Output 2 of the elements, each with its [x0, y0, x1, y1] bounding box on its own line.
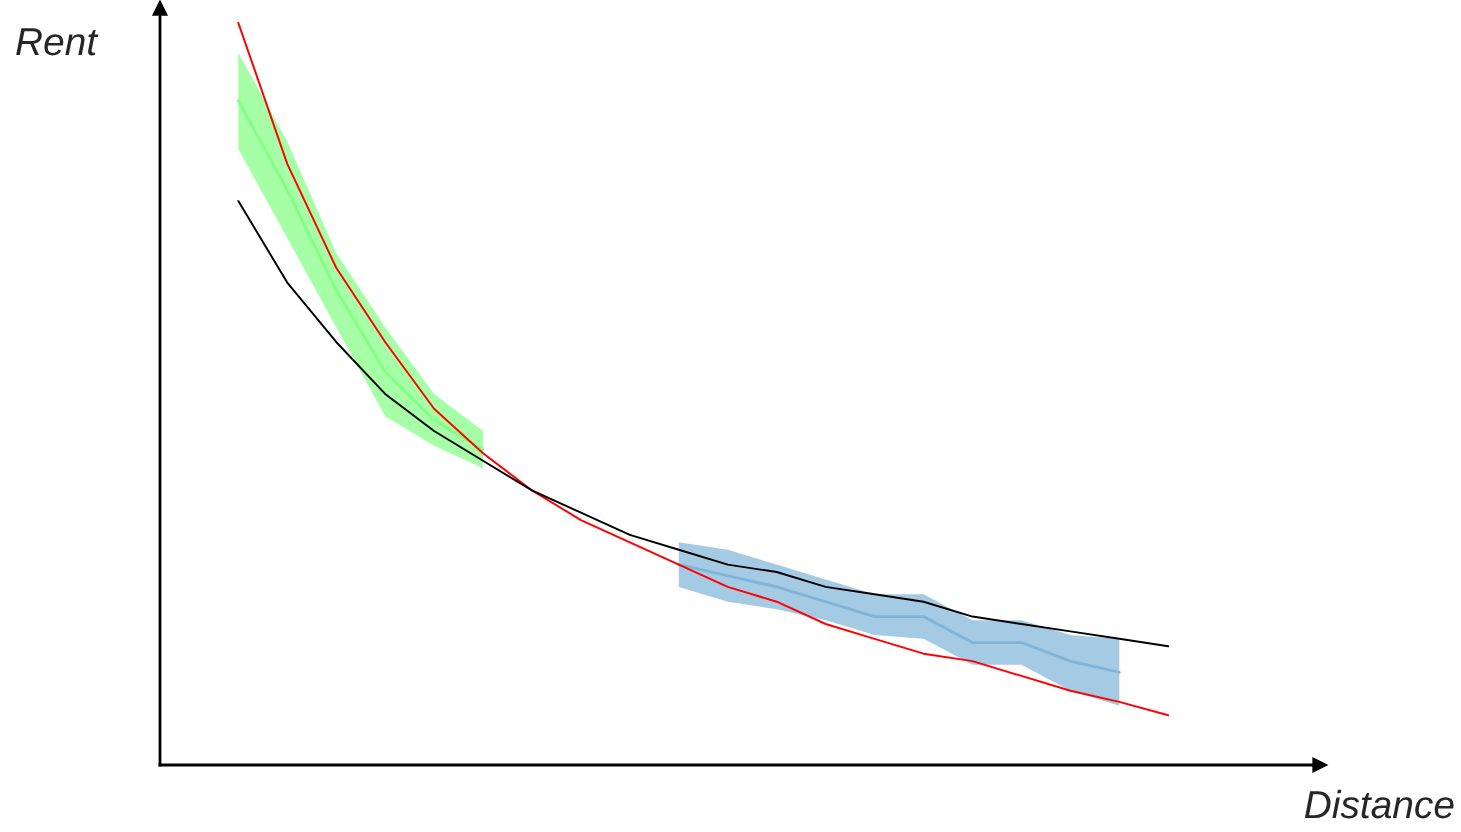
y-axis-title: Rent	[16, 28, 99, 56]
x-axis-title: Distance	[1304, 789, 1454, 819]
